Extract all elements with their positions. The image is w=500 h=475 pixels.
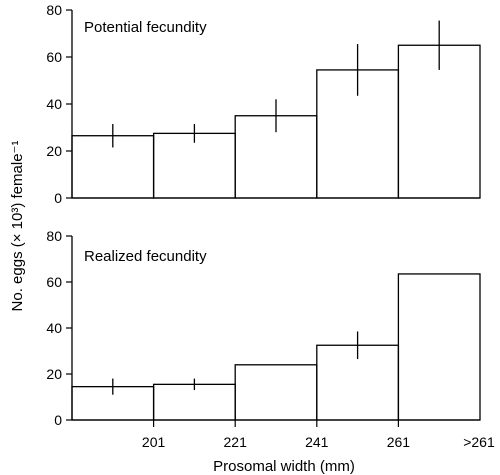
x-tick-label: 241 [305,434,329,450]
realized-y-tick-label: 80 [46,228,62,244]
potential-y-tick-label: 60 [46,49,62,65]
potential-fecundity-title: Potential fecundity [84,19,207,36]
x-axis-title: Prosomal width (mm) [213,458,355,475]
potential-y-tick-label: 40 [46,96,62,112]
realized-fecundity-title: Realized fecundity [84,248,207,265]
potential-y-tick-label: 0 [54,190,62,206]
realized-y-tick-label: 40 [46,320,62,336]
x-tick-label: 221 [224,434,248,450]
realized-y-tick-label: 60 [46,274,62,290]
realized-y-tick-label: 20 [46,366,62,382]
potential-bar [152,132,236,199]
x-tick-label: >261 [463,434,495,450]
x-axis-ticks: 201 221 241 261 >261 [142,420,495,450]
realized-fecundity-panel: Realized fecundity 0 20 40 60 80 [46,228,481,428]
y-axis-title: No. eggs (× 10³) female⁻¹ [9,141,26,312]
realized-y-tick-label: 0 [54,412,62,428]
potential-y-tick-label: 80 [46,2,62,18]
x-tick-label: 201 [142,434,166,450]
potential-fecundity-panel: Potential fecundity 0 20 40 60 80 [46,2,481,206]
x-tick-label: 261 [387,434,411,450]
potential-y-tick-label: 20 [46,143,62,159]
realized-bar [234,364,318,421]
realized-bar [397,273,481,421]
